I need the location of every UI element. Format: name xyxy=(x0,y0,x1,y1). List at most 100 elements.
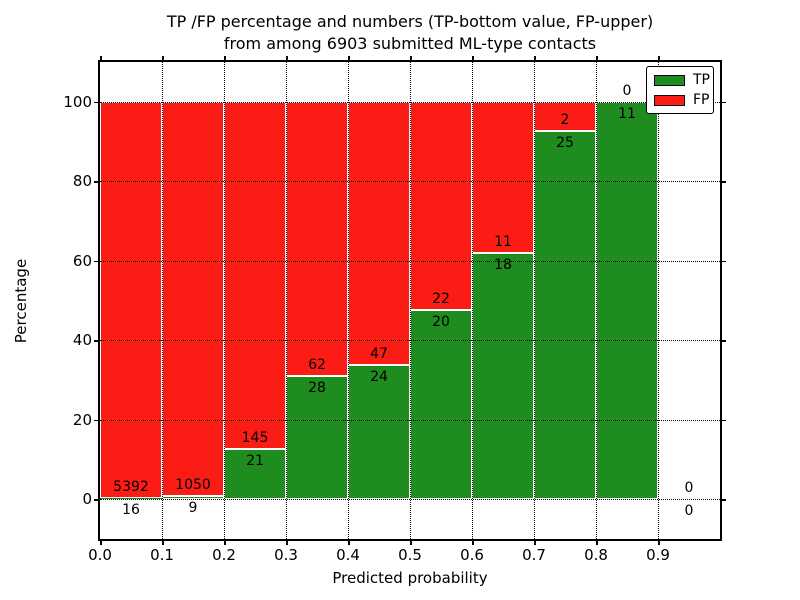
tp-count-label: 28 xyxy=(308,379,326,396)
y-tick-mark xyxy=(94,181,98,183)
x-tick-label: 0.2 xyxy=(212,546,236,564)
x-tick-label: 0.0 xyxy=(88,546,112,564)
x-tick-label: 0.7 xyxy=(522,546,546,564)
tp-count-label: 25 xyxy=(556,135,574,152)
fp-bar xyxy=(410,101,472,310)
v-gridline xyxy=(534,62,535,539)
x-tick-mark xyxy=(534,541,536,545)
x-tick-mark xyxy=(348,56,350,60)
y-tick-mark xyxy=(722,181,726,183)
fp-count-label: 5392 xyxy=(113,479,149,496)
x-tick-mark xyxy=(534,56,536,60)
v-gridline xyxy=(410,62,411,539)
fp-count-label: 0 xyxy=(684,480,694,497)
grid-layer xyxy=(100,62,720,539)
fp-bar xyxy=(224,101,286,449)
x-tick-mark xyxy=(472,541,474,545)
fp-legend-swatch xyxy=(654,95,685,106)
tp-bar xyxy=(534,131,596,500)
y-tick-mark xyxy=(722,499,726,501)
v-gridline xyxy=(658,62,659,539)
y-tick-mark xyxy=(94,101,98,104)
x-tick-mark xyxy=(596,541,598,545)
v-gridline xyxy=(224,62,225,539)
bars-layer xyxy=(100,62,720,539)
x-tick-mark xyxy=(348,541,350,545)
x-tick-mark xyxy=(472,56,474,60)
y-tick-mark xyxy=(94,499,98,501)
y-tick-label: 100 xyxy=(63,92,92,111)
x-axis-label: Predicted probability xyxy=(332,569,488,587)
x-tick-mark xyxy=(658,541,660,545)
fp-count-label: 11 xyxy=(494,233,512,250)
tp-count-label: 11 xyxy=(618,105,636,122)
plot-area: 5392 16 1050 9 145 21 62 28 47 24 22 20 11 18 2 25 0 11 0 0… xyxy=(100,62,720,539)
x-tick-mark xyxy=(410,541,412,545)
y-tick-mark xyxy=(94,419,98,422)
y-tick-label: 80 xyxy=(72,172,92,191)
tp-bar xyxy=(286,375,348,500)
fp-legend-label: FP xyxy=(693,92,710,108)
x-tick-mark xyxy=(286,56,288,60)
tp-legend-label: TP xyxy=(693,72,710,88)
v-gridline xyxy=(162,62,163,539)
tp-count-label: 24 xyxy=(370,368,388,385)
y-tick-mark xyxy=(722,419,726,422)
x-tick-label: 0.3 xyxy=(274,546,298,564)
x-tick-mark xyxy=(162,56,164,60)
x-tick-mark xyxy=(100,56,102,60)
fp-count-label: 0 xyxy=(622,82,632,99)
fp-bar xyxy=(162,101,224,496)
tp-count-label: 21 xyxy=(246,452,264,469)
x-tick-label: 0.9 xyxy=(646,546,670,564)
tp-bar xyxy=(100,498,162,500)
chart-title-line1: TP /FP percentage and numbers (TP-bottom… xyxy=(166,12,654,31)
fp-bar xyxy=(472,101,534,253)
tp-bar xyxy=(224,448,286,500)
tp-count-label: 20 xyxy=(432,313,450,330)
v-gridline xyxy=(286,62,287,539)
x-tick-label: 0.4 xyxy=(336,546,360,564)
x-tick-label: 0.5 xyxy=(398,546,422,564)
fp-count-label: 1050 xyxy=(175,476,211,493)
tp-count-label: 16 xyxy=(122,502,140,519)
fp-count-label: 2 xyxy=(560,112,570,129)
x-tick-mark xyxy=(162,541,164,545)
x-tick-mark xyxy=(410,56,412,60)
tp-count-label: 9 xyxy=(188,499,198,516)
x-tick-label: 0.8 xyxy=(584,546,608,564)
bar-value-labels-layer: 5392 16 1050 9 145 21 62 28 47 24 22 20 11 18 2 25 0 11 0 0 xyxy=(100,62,720,539)
y-tick-label: 60 xyxy=(72,251,92,270)
y-axis-label: Percentage xyxy=(12,258,30,344)
chart-title: TP /FP percentage and numbers (TP-bottom… xyxy=(100,11,720,55)
y-tick-label: 40 xyxy=(72,331,92,350)
tp-count-label: 0 xyxy=(684,503,694,520)
fp-bar xyxy=(286,101,348,376)
fp-count-label: 22 xyxy=(432,290,450,307)
y-tick-label: 0 xyxy=(82,490,92,509)
tp-legend-swatch xyxy=(654,75,685,86)
chart-title-line2: from among 6903 submitted ML-type contac… xyxy=(223,34,597,53)
x-tick-mark xyxy=(224,541,226,545)
x-tick-mark xyxy=(596,56,598,60)
fp-count-label: 62 xyxy=(308,356,326,373)
v-gridline xyxy=(596,62,597,539)
v-gridline xyxy=(348,62,349,539)
y-tick-mark xyxy=(94,340,98,342)
y-tick-mark xyxy=(722,340,726,342)
x-tick-mark xyxy=(224,56,226,60)
x-tick-mark xyxy=(100,541,102,545)
x-tick-mark xyxy=(286,541,288,545)
legend: TP FP xyxy=(646,66,714,114)
tp-count-label: 18 xyxy=(494,256,512,273)
y-tick-mark xyxy=(94,260,98,263)
x-tick-label: 0.6 xyxy=(460,546,484,564)
fp-bar xyxy=(534,101,596,132)
fp-count-label: 145 xyxy=(241,429,269,446)
fp-bar xyxy=(100,101,162,499)
y-tick-label: 20 xyxy=(72,410,92,429)
x-tick-mark xyxy=(658,56,660,60)
x-tick-label: 0.1 xyxy=(150,546,174,564)
y-tick-mark xyxy=(722,101,726,104)
v-gridline xyxy=(472,62,473,539)
